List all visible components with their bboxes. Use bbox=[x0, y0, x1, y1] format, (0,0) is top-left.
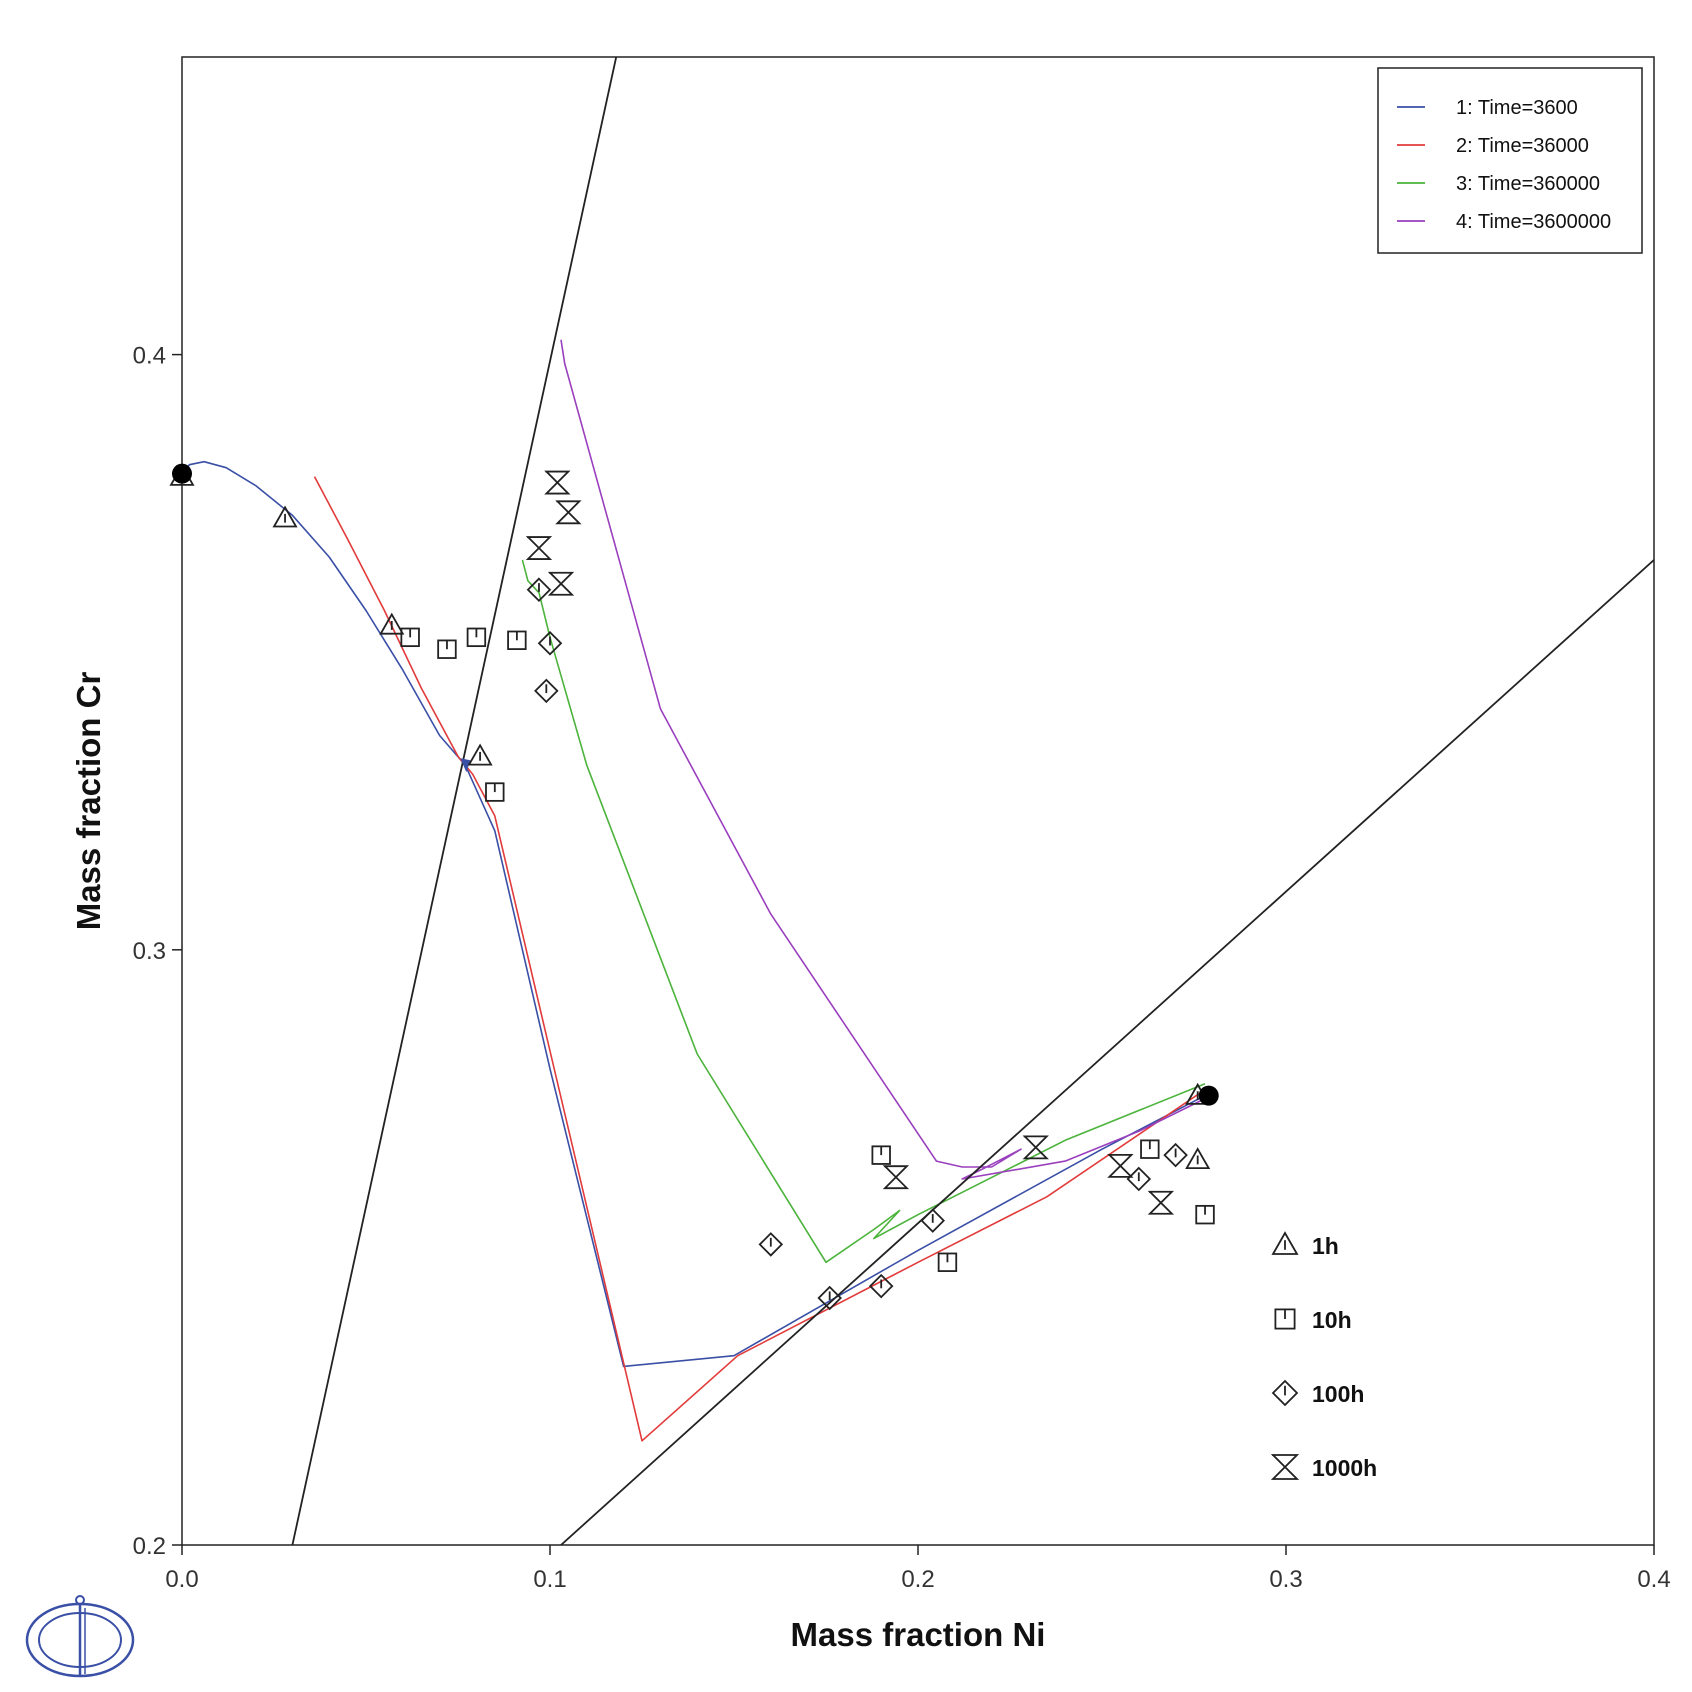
end-point-dot bbox=[172, 463, 192, 484]
x-axis: 0.0 0.1 0.2 0.3 0.4 Mass fraction Ni bbox=[165, 1545, 1671, 1653]
y-tick-label: 0.4 bbox=[133, 343, 166, 370]
hourglass-marker bbox=[1022, 1135, 1049, 1160]
square-marker bbox=[485, 782, 505, 802]
marker-key-label: 10h bbox=[1312, 1307, 1352, 1333]
legend: 1: Time=3600 2: Time=36000 3: Time=360000 4… bbox=[1377, 67, 1643, 254]
hourglass-marker bbox=[1147, 1190, 1175, 1215]
series-line-2 bbox=[313, 476, 1206, 1442]
diamond-marker bbox=[526, 577, 552, 602]
marker-key: 1h 10h 100h 1000h bbox=[1270, 1231, 1377, 1481]
x-tick-label: 0.4 bbox=[1637, 1566, 1670, 1593]
diamond-marker bbox=[1126, 1166, 1152, 1192]
direction-arrow-icon bbox=[460, 758, 471, 773]
square-marker bbox=[437, 639, 457, 659]
hourglass-marker bbox=[544, 470, 571, 495]
legend-label: 2: Time=36000 bbox=[1456, 135, 1589, 157]
series-layer bbox=[182, 57, 1654, 1545]
square-marker bbox=[466, 627, 487, 648]
hourglass-marker bbox=[547, 571, 575, 596]
square-marker bbox=[507, 630, 527, 650]
marker-key-label: 1000h bbox=[1312, 1455, 1377, 1481]
diamond-marker bbox=[758, 1232, 784, 1257]
triangle-marker bbox=[272, 505, 298, 528]
y-axis-title: Mass fraction Cr bbox=[70, 672, 107, 931]
hourglass-marker bbox=[555, 500, 582, 525]
x-axis-title: Mass fraction Ni bbox=[791, 1616, 1046, 1653]
square-marker bbox=[1274, 1308, 1296, 1330]
x-tick-label: 0.2 bbox=[901, 1566, 934, 1593]
legend-label: 4: Time=3600000 bbox=[1456, 211, 1611, 233]
y-tick-label: 0.3 bbox=[133, 938, 166, 965]
marker-key-label: 100h bbox=[1312, 1381, 1364, 1407]
diamond-marker bbox=[534, 678, 559, 704]
x-tick-label: 0.0 bbox=[165, 1566, 198, 1593]
diamond-marker bbox=[920, 1208, 945, 1233]
hourglass-marker bbox=[1107, 1153, 1134, 1178]
logo-icon bbox=[25, 1595, 135, 1678]
hourglass-marker bbox=[1270, 1454, 1300, 1480]
legend-label: 3: Time=360000 bbox=[1456, 173, 1600, 195]
triangle-marker bbox=[1185, 1147, 1211, 1170]
diamond-marker bbox=[1271, 1379, 1299, 1407]
y-tick-label: 0.2 bbox=[133, 1533, 166, 1560]
triangle-marker bbox=[467, 743, 493, 766]
square-marker bbox=[937, 1252, 958, 1272]
legend-box bbox=[1377, 67, 1643, 254]
diamond-marker bbox=[868, 1273, 894, 1299]
legend-label: 1: Time=3600 bbox=[1456, 97, 1578, 119]
diamond-marker bbox=[817, 1285, 842, 1311]
square-marker bbox=[871, 1145, 891, 1165]
phase-boundary-line bbox=[291, 57, 618, 1545]
series-line-1 bbox=[182, 460, 1206, 1368]
marker-layer bbox=[169, 463, 1219, 1311]
hourglass-marker bbox=[525, 536, 553, 560]
square-marker bbox=[1195, 1204, 1215, 1225]
series-line-3 bbox=[521, 559, 1206, 1264]
square-marker bbox=[1140, 1139, 1160, 1159]
series-line-4 bbox=[560, 339, 1206, 1180]
x-tick-label: 0.3 bbox=[1269, 1566, 1302, 1593]
hourglass-marker bbox=[882, 1165, 910, 1190]
triangle-marker bbox=[379, 612, 405, 635]
square-marker bbox=[400, 627, 420, 648]
diamond-marker bbox=[537, 630, 563, 656]
plot-frame bbox=[181, 56, 1655, 1546]
diamond-marker bbox=[1163, 1142, 1188, 1168]
phase-boundary-line bbox=[560, 559, 1654, 1545]
end-point-dot bbox=[1198, 1085, 1219, 1106]
x-tick-label: 0.1 bbox=[533, 1566, 566, 1593]
y-axis: 0.2 0.3 0.4 Mass fraction Cr bbox=[70, 343, 182, 1560]
triangle-marker bbox=[1271, 1231, 1299, 1255]
marker-key-label: 1h bbox=[1312, 1233, 1339, 1259]
